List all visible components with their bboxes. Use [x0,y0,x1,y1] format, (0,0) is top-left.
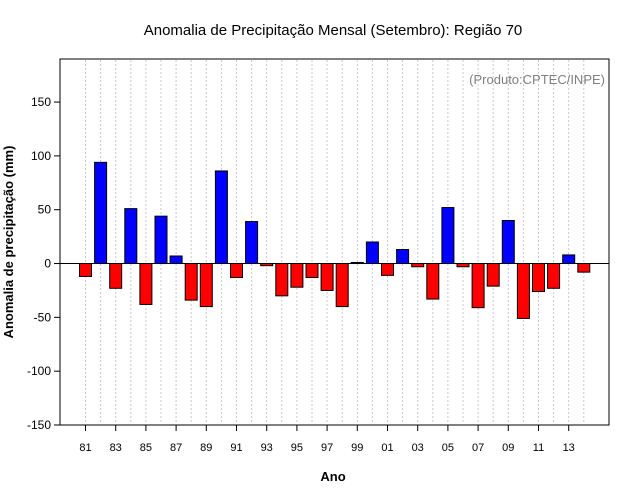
bar-1992 [245,221,259,265]
bar-1985 [139,263,153,305]
bar-1991 [230,263,243,279]
y-tick-label--50: -50 [34,310,52,324]
bar-2000 [365,241,379,265]
bar-1984 [124,208,138,265]
x-tick-label-13: 13 [563,442,575,454]
y-tick-label-0: 0 [44,257,51,271]
source-label: (Produto:CPTEC/INPE) [469,72,605,87]
bar-1990 [214,170,228,265]
y-axis: -150 -100 -50 0 50 100 150 [27,95,60,432]
x-tick-label-93: 93 [261,442,273,454]
bar-2010 [516,263,530,319]
vertical-gridlines [85,60,585,424]
y-tick-label-50: 50 [38,203,52,217]
bar-1982 [94,161,108,265]
y-tick-label-100: 100 [31,149,51,163]
x-tick-label-83: 83 [110,442,122,454]
x-tick-label-95: 95 [291,442,303,454]
bar-1995 [290,263,304,288]
x-tick-label-97: 97 [321,442,333,454]
bar-2012 [547,263,561,289]
bar-1988 [184,263,198,301]
bar-1998 [335,263,349,308]
bar-1987 [169,255,183,265]
bar-1994 [275,263,289,297]
y-tick-label-150: 150 [31,95,51,109]
y-tick-label--150: -150 [27,418,51,432]
bar-2001 [381,263,394,276]
x-axis-label: Ano [320,469,345,484]
y-axis-label: Anomalia de precipitação (mm) [1,146,16,339]
bar-2011 [532,263,545,293]
bar-2002 [396,249,410,265]
bar-1981 [79,263,92,277]
bar-1983 [109,263,123,289]
x-tick-label-11: 11 [533,442,544,454]
y-tick-label--100: -100 [27,364,51,378]
x-tick-label-85: 85 [140,442,152,454]
x-tick-label-03: 03 [412,442,424,454]
x-tick-label-99: 99 [351,442,363,454]
bar-2009 [501,219,515,265]
x-tick-label-91: 91 [230,442,242,454]
bar-2005 [441,207,455,265]
x-axis: 81 83 85 87 89 91 93 95 97 99 01 03 05 07 09 11 13 [79,425,575,454]
bars-group [79,161,591,319]
x-tick-label-07: 07 [472,442,484,454]
bar-2008 [486,263,500,287]
x-tick-label-05: 05 [442,442,454,454]
x-tick-label-89: 89 [200,442,212,454]
bar-1989 [199,263,213,308]
x-tick-label-87: 87 [170,442,182,454]
chart-title: Anomalia de Precipitação Mensal (Setembr… [144,22,523,39]
x-tick-label-81: 81 [79,442,91,454]
plot-frame [59,58,610,426]
x-tick-label-01: 01 [381,442,393,454]
bar-2014 [577,263,591,273]
bar-2013 [562,254,576,265]
bar-1996 [305,263,319,279]
x-tick-label-09: 09 [502,442,514,454]
bar-1986 [154,215,168,265]
bar-1997 [320,263,334,291]
bar-2007 [471,263,485,309]
bar-2004 [426,263,440,300]
